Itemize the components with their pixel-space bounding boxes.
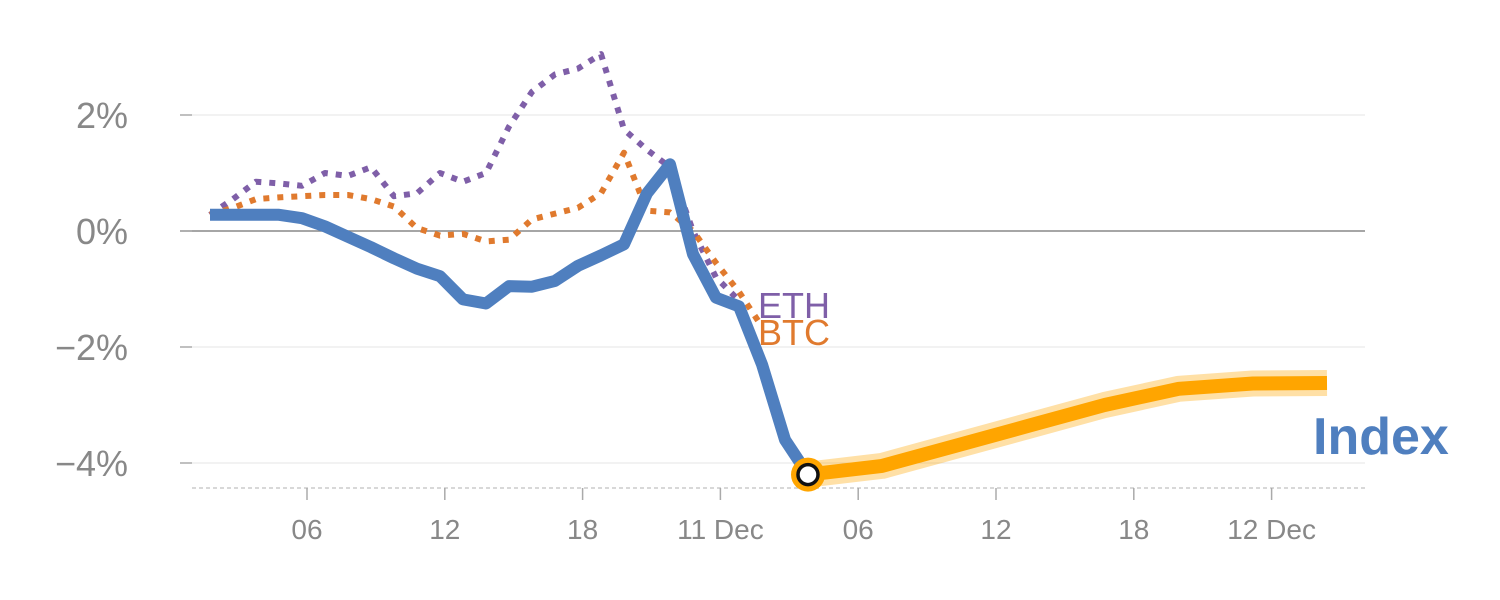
series-line-btc (209, 149, 765, 329)
series-label-btc: BTC (758, 312, 830, 353)
series-label-eth: ETH (758, 285, 830, 326)
y-tick-label: −4% (55, 443, 128, 484)
axis-layer: 2% 0% −2% −4% 06 12 18 11 Dec 06 12 18 12 Dec (55, 95, 1365, 545)
x-tick-label: 06 (843, 514, 874, 545)
x-tick-label: 12 Dec (1227, 514, 1316, 545)
y-tick-label: 2% (76, 95, 128, 136)
x-tick-label: 11 Dec (677, 514, 764, 545)
forecast-line (807, 376, 1328, 482)
y-tick-label: −2% (55, 327, 128, 368)
x-tick-label: 12 (429, 514, 460, 545)
endpoint-marker (796, 462, 820, 487)
x-tick-label: 18 (1118, 514, 1149, 545)
series-label-index: Index (1313, 408, 1449, 466)
series-line-index (210, 158, 814, 478)
y-tick-label: 0% (76, 211, 128, 252)
x-tick-label: 12 (980, 514, 1011, 545)
grid-layer (180, 114, 1365, 464)
series-line-eth (208, 51, 742, 303)
x-tick-label: 18 (567, 514, 598, 545)
x-tick-label: 06 (291, 514, 322, 545)
series-layer (208, 51, 1328, 492)
